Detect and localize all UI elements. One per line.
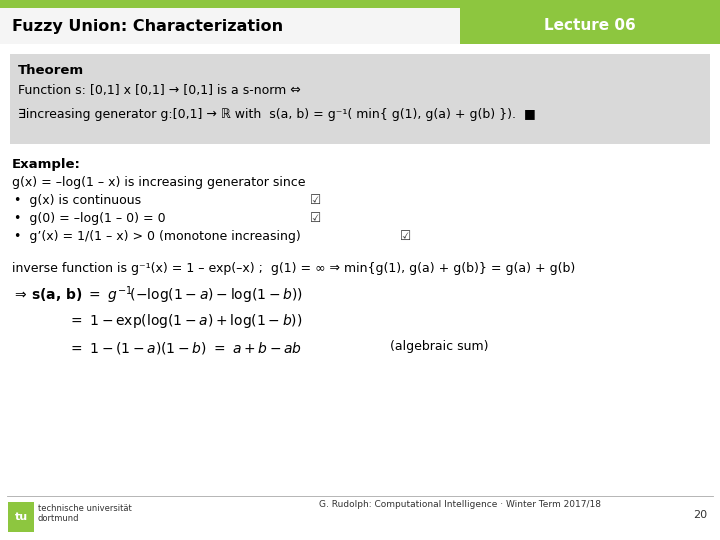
Bar: [0, 8, 720, 44]
Text: Function s: [0,1] x [0,1] → [0,1] is a s-norm ⇔: Function s: [0,1] x [0,1] → [0,1] is a s…: [18, 84, 301, 97]
Bar: [460, 8, 720, 44]
Text: Example:: Example:: [12, 158, 81, 171]
Bar: [10, 54, 710, 144]
Text: technische universität: technische universität: [38, 504, 132, 513]
Text: Lecture 06: Lecture 06: [544, 18, 636, 33]
Text: inverse function is g⁻¹(x) = 1 – exp(–x) ;  g(1) = ∞ ⇒ min{g(1), g(a) + g(b)} = : inverse function is g⁻¹(x) = 1 – exp(–x)…: [12, 262, 575, 275]
Bar: [8, 502, 34, 532]
Text: •  g(x) is continuous: • g(x) is continuous: [14, 194, 141, 207]
Text: 20: 20: [693, 510, 707, 520]
Text: Fuzzy Union: Characterization: Fuzzy Union: Characterization: [12, 18, 283, 33]
Text: $\Rightarrow\,\mathbf{s(a,\,b)}\ =\ g^{-1}\!\left(-\log(1-a)-\log(1-b)\right)$: $\Rightarrow\,\mathbf{s(a,\,b)}\ =\ g^{-…: [12, 284, 303, 306]
Text: (algebraic sum): (algebraic sum): [390, 340, 488, 353]
Text: Theorem: Theorem: [18, 64, 84, 77]
Text: ∃increasing generator g:[0,1] → ℝ with  s(a, b) = g⁻¹( min{ g(1), g(a) + g(b) }): ∃increasing generator g:[0,1] → ℝ with s…: [18, 108, 536, 121]
Text: •  g’(x) = 1/(1 – x) > 0 (monotone increasing): • g’(x) = 1/(1 – x) > 0 (monotone increa…: [14, 230, 301, 243]
Text: •  g(0) = –log(1 – 0) = 0: • g(0) = –log(1 – 0) = 0: [14, 212, 166, 225]
Text: $=\ 1-\exp\!\left(\log(1-a)+\log(1-b)\right)$: $=\ 1-\exp\!\left(\log(1-a)+\log(1-b)\ri…: [68, 312, 302, 330]
Text: g(x) = –log(1 – x) is increasing generator since: g(x) = –log(1 – x) is increasing generat…: [12, 176, 305, 189]
Text: ☑: ☑: [400, 230, 411, 243]
Text: ☑: ☑: [310, 194, 321, 207]
Text: $=\ 1-(1-a)(1-b)\ =\ a+b-ab$: $=\ 1-(1-a)(1-b)\ =\ a+b-ab$: [68, 340, 302, 356]
Text: G. Rudolph: Computational Intelligence · Winter Term 2017/18: G. Rudolph: Computational Intelligence ·…: [319, 500, 601, 509]
Text: dortmund: dortmund: [38, 514, 79, 523]
Bar: [0, 0, 720, 8]
Text: tu: tu: [14, 512, 27, 522]
Text: ☑: ☑: [310, 212, 321, 225]
